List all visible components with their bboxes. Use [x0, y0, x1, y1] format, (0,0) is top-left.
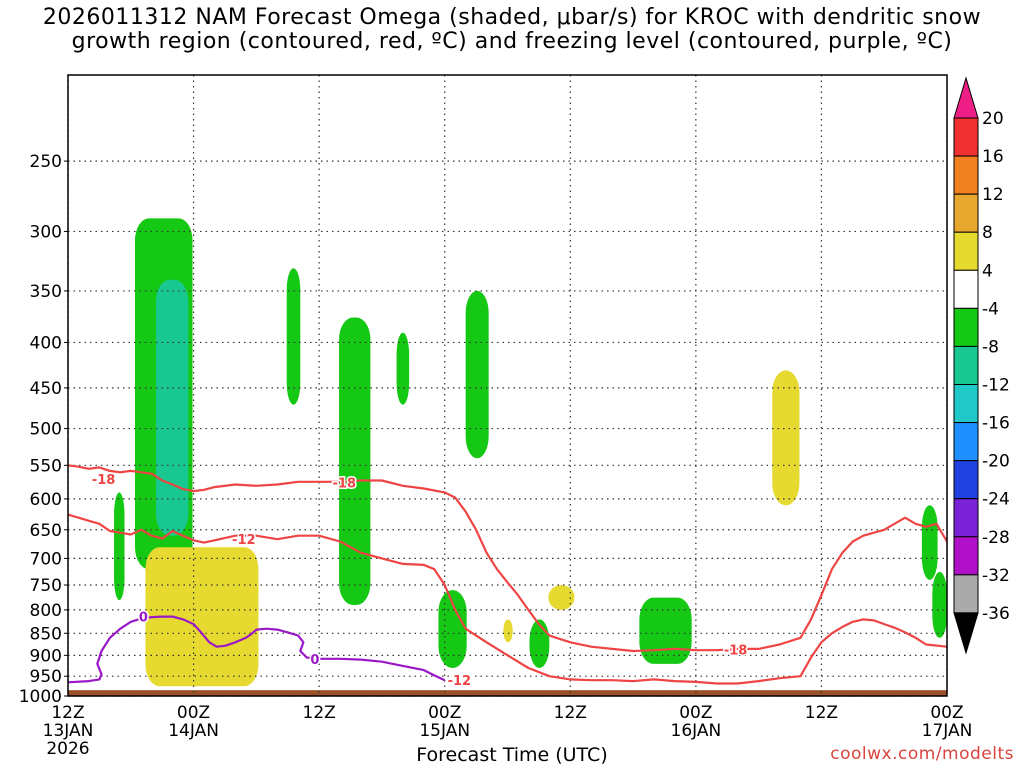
x-tick-label-24: 12Z [303, 703, 336, 723]
x-tick-label-60: 00Z [679, 703, 712, 723]
contour-layer: -18 -18 -18 -12 -12 0 0 [67, 464, 948, 691]
omega-region-10 [921, 505, 938, 580]
y-tick-label-350: 350 [30, 282, 62, 302]
colorbar-label-2: 12 [982, 185, 1004, 205]
colorbar-seg-1 [953, 155, 979, 195]
contour-label--18-1: -18 [333, 476, 357, 491]
y-tick-label-500: 500 [30, 420, 62, 440]
omega-region-12 [145, 547, 259, 687]
x-tick-label-0: 12Z [51, 703, 84, 723]
omega-region-9 [639, 597, 692, 664]
colorbar-label-11: -28 [982, 528, 1010, 548]
contour-0 [67, 615, 446, 684]
y-tick-label-600: 600 [30, 490, 62, 510]
terrain-band [68, 690, 947, 696]
y-tick-label-950: 950 [30, 667, 62, 687]
omega-region-5 [396, 332, 410, 405]
plot-frame [67, 74, 948, 697]
colorbar-seg-6 [953, 345, 979, 385]
contour-label--18-2: -18 [724, 644, 748, 659]
contour-label--12-1: -12 [448, 674, 472, 689]
x-tick-label-36: 00Z [428, 703, 461, 723]
colorbar-seg-2 [953, 193, 979, 233]
colorbar-label-9: -20 [982, 452, 1010, 472]
colorbar-seg-10 [953, 498, 979, 538]
colorbar-seg-0 [953, 117, 979, 157]
omega-region-6 [465, 290, 489, 459]
y-tick-label-400: 400 [30, 333, 62, 353]
colorbar-label-5: -4 [982, 299, 999, 319]
y-tick-label-750: 750 [30, 576, 62, 596]
colorbar-label-1: 16 [982, 147, 1004, 167]
contour-label--12-0: -12 [232, 533, 256, 548]
x-tick-date-0: 13JAN [43, 721, 94, 741]
y-tick-label-250: 250 [30, 152, 62, 172]
chart-title: 2026011312 NAM Forecast Omega (shaded, μ… [0, 6, 1024, 54]
colorbar-seg-12 [953, 574, 979, 614]
colorbar-seg-3 [953, 231, 979, 271]
omega-region-11 [932, 571, 947, 638]
colorbar-seg-7 [953, 384, 979, 424]
colorbar-seg-8 [953, 422, 979, 462]
colorbar-seg-5 [953, 307, 979, 347]
y-tick-label-650: 650 [30, 521, 62, 541]
omega-region-8 [529, 619, 550, 668]
x-tick-date-84: 17JAN [922, 721, 973, 741]
y-tick-label-850: 850 [30, 624, 62, 644]
x-tick-year-0: 2026 [46, 739, 89, 759]
contour--18 [67, 464, 948, 653]
colorbar-bottom-arrow [953, 612, 979, 655]
credit-link[interactable]: coolwx.com/modelts [830, 744, 1014, 764]
omega-region-13 [772, 370, 800, 506]
contour-label--18-0: -18 [92, 473, 116, 488]
colorbar-label-10: -24 [982, 490, 1010, 510]
omega-shading [68, 75, 947, 696]
omega-region-15 [503, 619, 513, 643]
colorbar-label-12: -32 [982, 566, 1010, 586]
y-tick-label-900: 900 [30, 646, 62, 666]
colorbar-label-8: -16 [982, 414, 1010, 434]
y-tick-label-1000: 1000 [19, 687, 62, 707]
contour-label-0-0: 0 [139, 611, 148, 626]
x-tick-label-48: 12Z [554, 703, 587, 723]
colorbar-label-0: 20 [982, 109, 1004, 129]
y-tick-label-550: 550 [30, 456, 62, 476]
colorbar-label-7: -12 [982, 376, 1010, 396]
x-tick-label-84: 00Z [930, 703, 963, 723]
omega-region-1 [155, 279, 189, 536]
colorbar-label-4: 4 [982, 261, 993, 281]
axes: 2503003504004505005506006507007508008509… [19, 74, 973, 759]
contour-label-0-1: 0 [310, 653, 319, 668]
y-tick-label-800: 800 [30, 601, 62, 621]
y-tick-label-300: 300 [30, 222, 62, 242]
colorbar-label-3: 8 [982, 223, 993, 243]
x-tick-label-72: 12Z [805, 703, 838, 723]
omega-region-4 [339, 317, 371, 606]
omega-region-2 [114, 492, 125, 601]
x-tick-date-60: 16JAN [671, 721, 722, 741]
x-axis-title: Forecast Time (UTC) [416, 744, 608, 766]
colorbar: 20 16 12 8 4 -4 -8 -12 -16 -20 -24 -28 -32 -36 [953, 76, 1010, 655]
omega-region-14 [548, 584, 575, 610]
colorbar-label-6: -8 [982, 337, 999, 357]
x-tick-label-12: 00Z [177, 703, 210, 723]
y-tick-label-700: 700 [30, 549, 62, 569]
colorbar-top-arrow [953, 76, 979, 119]
chart-title-line2: growth region (contoured, red, ºC) and f… [71, 29, 953, 54]
contour--12 [67, 513, 948, 685]
colorbar-label-13: -36 [982, 604, 1010, 624]
colorbar-seg-9 [953, 460, 979, 500]
y-tick-label-450: 450 [30, 379, 62, 399]
colorbar-seg-4 [953, 269, 979, 309]
x-tick-date-36: 15JAN [419, 721, 470, 741]
x-tick-date-12: 14JAN [168, 721, 219, 741]
chart-title-line1: 2026011312 NAM Forecast Omega (shaded, μ… [42, 5, 982, 30]
terrain-layer [68, 690, 947, 696]
omega-region-3 [286, 268, 301, 405]
colorbar-seg-11 [953, 536, 979, 576]
